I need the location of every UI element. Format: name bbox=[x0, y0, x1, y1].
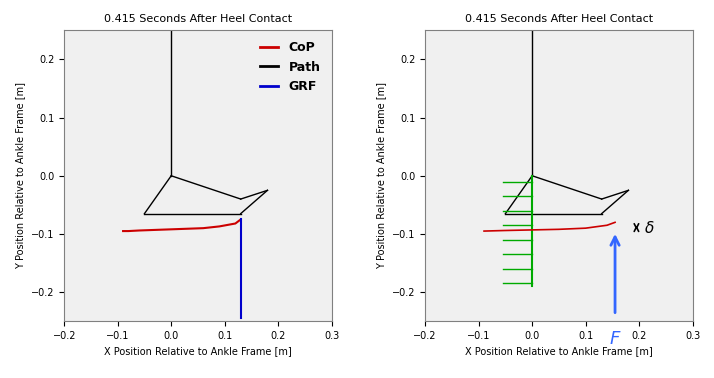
Title: 0.415 Seconds After Heel Contact: 0.415 Seconds After Heel Contact bbox=[465, 14, 653, 24]
Y-axis label: Y Position Relative to Ankle Frame [m]: Y Position Relative to Ankle Frame [m] bbox=[16, 82, 26, 269]
X-axis label: X Position Relative to Ankle Frame [m]: X Position Relative to Ankle Frame [m] bbox=[104, 347, 292, 356]
Title: 0.415 Seconds After Heel Contact: 0.415 Seconds After Heel Contact bbox=[104, 14, 292, 24]
X-axis label: X Position Relative to Ankle Frame [m]: X Position Relative to Ankle Frame [m] bbox=[465, 347, 653, 356]
Y-axis label: Y Position Relative to Ankle Frame [m]: Y Position Relative to Ankle Frame [m] bbox=[376, 82, 386, 269]
Text: $\delta$: $\delta$ bbox=[645, 220, 655, 235]
Text: $\mathbf{\it{F}}$: $\mathbf{\it{F}}$ bbox=[609, 330, 621, 348]
Legend: CoP, Path, GRF: CoP, Path, GRF bbox=[255, 37, 326, 98]
